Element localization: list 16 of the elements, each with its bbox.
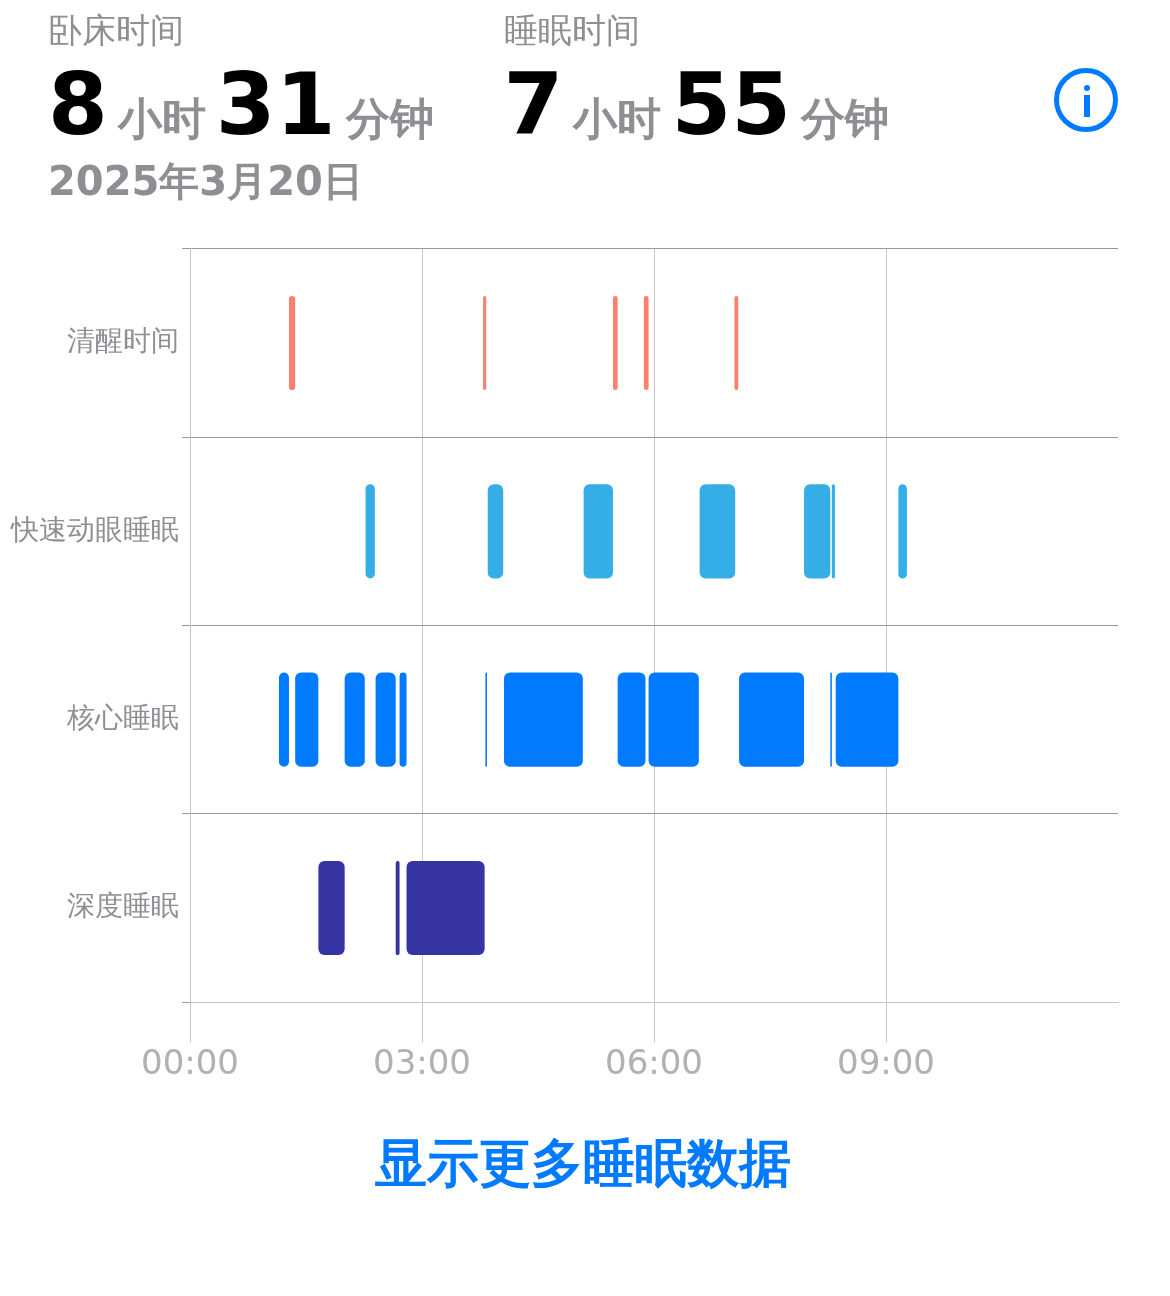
x-tick-label: 06:00 bbox=[605, 1042, 703, 1083]
bar bbox=[835, 672, 899, 767]
bar bbox=[648, 672, 699, 767]
x-tick-label: 00:00 bbox=[141, 1042, 239, 1083]
bar bbox=[739, 672, 805, 767]
text: 睡眠时间 bbox=[503, 9, 641, 52]
x-tick-label: 09:00 bbox=[837, 1042, 935, 1083]
text: 显示更多睡眠数据 bbox=[374, 1132, 792, 1195]
y-tick-label: 清醒时间 bbox=[67, 324, 179, 358]
y-tick-label: 深度睡眠 bbox=[67, 889, 179, 923]
chart-title: 2025年3月20日 bbox=[47, 157, 364, 206]
bar bbox=[617, 672, 646, 767]
y-tick-label: 快速动眼睡眠 bbox=[10, 512, 179, 546]
y-tick-label: 核心睡眠 bbox=[66, 700, 179, 734]
text: 卧床时间 bbox=[48, 9, 185, 52]
x-tick-label: 03:00 bbox=[373, 1042, 471, 1083]
